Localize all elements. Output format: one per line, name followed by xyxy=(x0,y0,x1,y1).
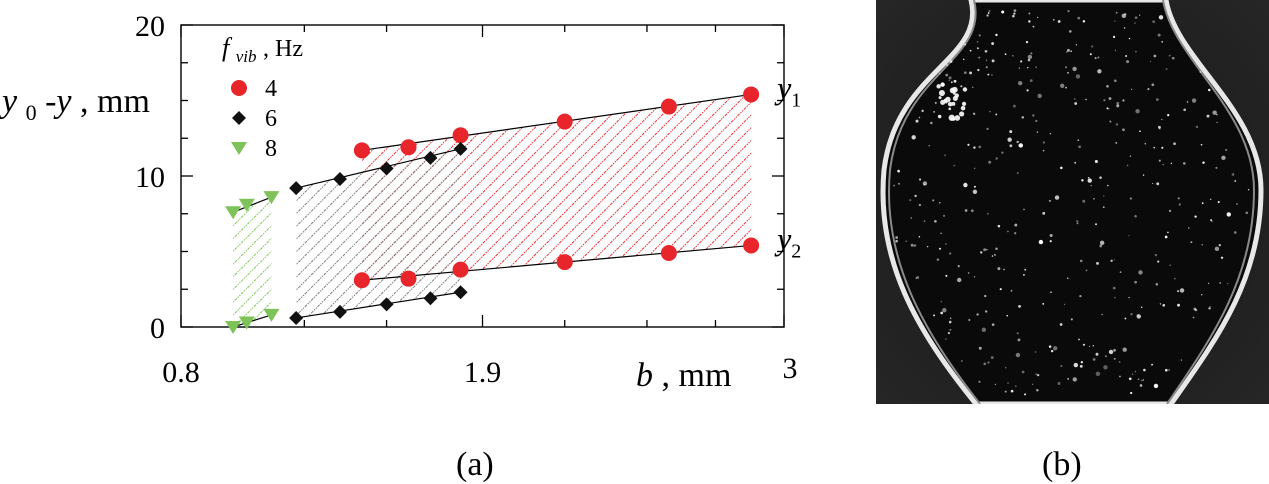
data-point-4-y1 xyxy=(743,86,760,103)
caption-b: (b) xyxy=(1042,446,1082,483)
data-point-4-y2 xyxy=(660,245,677,262)
data-point-6-y1 xyxy=(453,141,468,156)
fit-line-8-y1 xyxy=(232,196,272,213)
curve-label-y1: y1 xyxy=(774,69,801,111)
data-point-6-y2 xyxy=(379,297,394,312)
hatched-areas xyxy=(233,94,752,327)
data-point-8-y2 xyxy=(263,308,280,322)
fit-line-4-y1 xyxy=(361,93,752,151)
axis-ticks xyxy=(180,24,785,328)
data-point-8-y1 xyxy=(225,206,242,220)
legend-label-8: 8 xyxy=(265,136,277,162)
data-point-6-y1 xyxy=(379,161,394,176)
data-point-6-y2 xyxy=(289,310,304,325)
legend-label-6: 6 xyxy=(265,106,277,132)
data-point-8-y1 xyxy=(238,198,255,212)
y-axis-label: y 0 -y , mm xyxy=(0,83,150,128)
data-point-4-y1 xyxy=(452,127,469,144)
curve-label-y2: y2 xyxy=(774,220,801,262)
data-point-8-y2 xyxy=(238,316,255,330)
tick-labels: 0.8 1.9 3 0 10 20 xyxy=(135,10,798,389)
x-tick-label: 0.8 xyxy=(162,356,200,389)
droplet-image xyxy=(876,0,1269,404)
x-axis-label: b , mm xyxy=(636,357,731,394)
data-point-4-y1 xyxy=(660,98,677,115)
legend: f vib , Hz 4 6 8 xyxy=(222,33,303,162)
fit-line-4-y2 xyxy=(361,244,752,281)
data-point-6-y1 xyxy=(332,172,347,187)
legend-marker-4 xyxy=(231,80,247,96)
data-point-4-y2 xyxy=(556,254,573,271)
x-tick-label: 3 xyxy=(783,352,798,385)
x-tick-label: 1.9 xyxy=(464,356,502,389)
legend-marker-8 xyxy=(231,142,247,155)
data-point-8-y2 xyxy=(225,321,242,334)
data-point-8-y1 xyxy=(263,191,280,205)
caption-a: (a) xyxy=(456,446,494,483)
data-point-4-y2 xyxy=(743,237,760,254)
series-markers xyxy=(225,86,760,334)
data-point-6-y2 xyxy=(332,304,347,319)
data-point-4-y1 xyxy=(556,113,573,130)
data-point-6-y2 xyxy=(423,291,438,306)
legend-title: f vib , Hz xyxy=(222,33,303,68)
droplet-photo xyxy=(876,0,1269,404)
fit-line-8-y2 xyxy=(232,314,272,328)
data-point-4-y2 xyxy=(452,261,469,278)
data-point-4-y1 xyxy=(400,139,417,156)
data-point-6-y2 xyxy=(453,285,468,300)
y-tick-label: 0 xyxy=(150,312,165,345)
legend-marker-6 xyxy=(232,111,246,125)
data-point-4-y2 xyxy=(353,272,370,289)
hatched-region-8 xyxy=(233,197,272,327)
y-tick-label: 10 xyxy=(135,161,165,194)
data-point-6-y1 xyxy=(423,150,438,165)
data-point-4-y2 xyxy=(400,270,417,287)
y-tick-label: 20 xyxy=(135,10,165,43)
data-point-6-y1 xyxy=(289,181,304,196)
data-point-4-y1 xyxy=(353,142,370,159)
hatched-region-6 xyxy=(296,148,461,318)
legend-label-4: 4 xyxy=(265,76,277,102)
